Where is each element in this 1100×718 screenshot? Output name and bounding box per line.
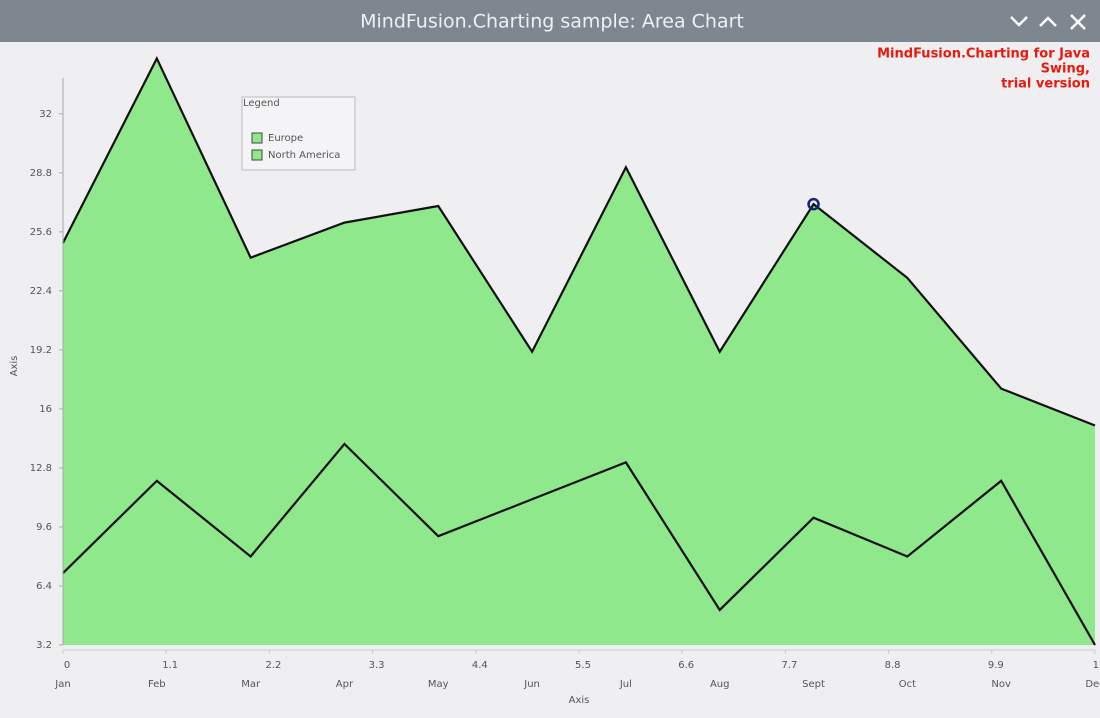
category-label: Jan bbox=[54, 679, 70, 690]
category-label: Aug bbox=[710, 679, 730, 690]
area-fill bbox=[63, 443, 1095, 645]
watermark: Swing, bbox=[1041, 62, 1090, 77]
y-tick-label: 6.4 bbox=[36, 581, 52, 592]
y-tick-label: 32 bbox=[39, 109, 52, 120]
category-label: May bbox=[428, 679, 449, 690]
title-bar bbox=[0, 0, 1100, 42]
y-tick-label: 19.2 bbox=[30, 345, 52, 356]
area-line bbox=[62, 55, 1096, 427]
x-tick-label: 8.8 bbox=[885, 660, 901, 671]
area-line bbox=[62, 442, 1096, 646]
legend-swatch bbox=[251, 149, 263, 161]
category-label: Jun bbox=[523, 679, 540, 690]
x-tick-label: 9.9 bbox=[988, 660, 1004, 671]
category-label: Apr bbox=[336, 679, 354, 690]
category-label: Sept bbox=[802, 679, 825, 690]
x-tick-label: 7.7 bbox=[781, 660, 797, 671]
x-tick-label: 3.3 bbox=[369, 660, 385, 671]
x-tick-label: 6.6 bbox=[678, 660, 694, 671]
y-tick-label: 16 bbox=[39, 404, 52, 415]
watermark: MindFusion.Charting for Java bbox=[877, 47, 1090, 62]
y-tick-label: 25.6 bbox=[30, 227, 52, 238]
x-tick-label: 1.1 bbox=[162, 660, 178, 671]
category-label: Dec bbox=[1085, 679, 1100, 690]
legend-label: North America bbox=[268, 150, 340, 161]
legend-swatch bbox=[251, 132, 263, 144]
category-label: Mar bbox=[241, 679, 261, 690]
window-title: MindFusion.Charting sample: Area Chart bbox=[360, 11, 744, 33]
category-label: Feb bbox=[148, 679, 166, 690]
x-tick-label: 11 bbox=[1093, 660, 1100, 671]
x-tick-label: 0 bbox=[64, 660, 70, 671]
legend-label: Europe bbox=[268, 133, 303, 144]
legend-title: Legend bbox=[243, 98, 280, 109]
x-axis-label: Axis bbox=[569, 695, 590, 706]
y-tick-label: 22.4 bbox=[30, 286, 52, 297]
maximize-button[interactable] bbox=[1039, 16, 1057, 27]
y-tick-label: 12.8 bbox=[30, 463, 52, 474]
watermark: trial version bbox=[1001, 77, 1090, 92]
y-tick-label: 9.6 bbox=[36, 522, 52, 533]
category-label: Jul bbox=[619, 679, 632, 690]
x-tick-label: 2.2 bbox=[265, 660, 281, 671]
y-axis-label: Axis bbox=[9, 356, 20, 377]
y-tick-label: 28.8 bbox=[30, 168, 52, 179]
highlight-marker bbox=[807, 197, 820, 211]
x-tick-label: 5.5 bbox=[575, 660, 591, 671]
category-label: Nov bbox=[991, 679, 1011, 690]
x-tick-label: 4.4 bbox=[472, 660, 488, 671]
y-tick-label: 3.2 bbox=[36, 640, 52, 651]
minimize-button[interactable] bbox=[1010, 16, 1028, 27]
close-button[interactable] bbox=[1070, 14, 1086, 30]
category-label: Oct bbox=[899, 679, 916, 690]
